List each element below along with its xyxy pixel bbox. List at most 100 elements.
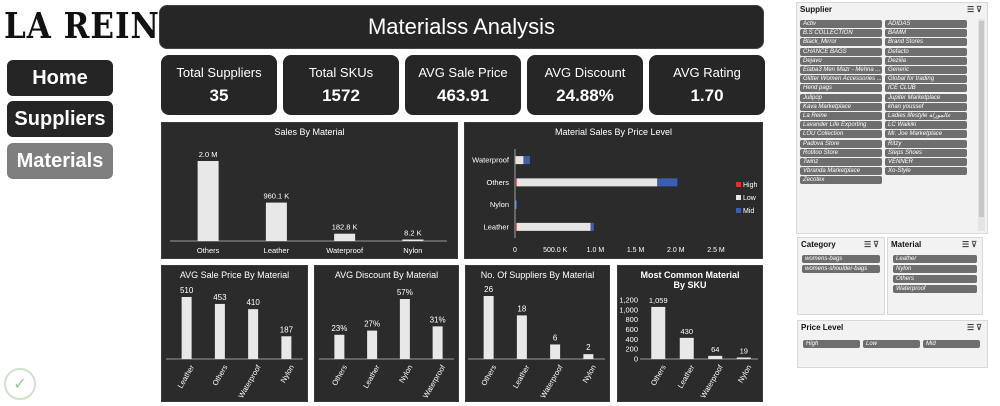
- multi-select-icon[interactable]: ☰: [961, 240, 972, 249]
- x-tick-label: Others: [479, 363, 498, 387]
- slicer-item[interactable]: Low: [863, 340, 920, 348]
- slicer-item[interactable]: Nylon: [893, 265, 977, 273]
- data-label: 453: [213, 293, 227, 302]
- legend-label: Low: [743, 195, 757, 202]
- slicer-item[interactable]: Black_Mirror: [800, 38, 882, 47]
- slicer-item[interactable]: Dejavu: [800, 56, 882, 65]
- slicer-item[interactable]: Rotitoo Store: [800, 148, 882, 157]
- x-tick-label: 1.0 M: [587, 247, 605, 254]
- bar-segment: [590, 222, 594, 231]
- chart-title: Sales By Material: [274, 127, 345, 137]
- brand-logo: LA REINE: [4, 6, 185, 48]
- slicer-item[interactable]: khan youssef: [885, 102, 967, 111]
- slicer-item[interactable]: womens-bags: [802, 255, 880, 263]
- x-tick-label: 1.5 M: [627, 247, 645, 254]
- data-label: 430: [680, 327, 693, 336]
- scrollbar-thumb[interactable]: [979, 21, 984, 217]
- slicer-item[interactable]: ADIDAS: [885, 20, 967, 28]
- slicer-item[interactable]: Dezilia: [885, 56, 967, 65]
- slicer-item[interactable]: Ladies lifestyle عالمورلة: [885, 112, 967, 120]
- slicer-item[interactable]: Steps Shoes: [885, 148, 967, 157]
- y-tick-label: 1,200: [619, 296, 638, 305]
- slicer-item[interactable]: Twinz: [800, 158, 882, 166]
- slicer-item[interactable]: Mid: [923, 340, 980, 348]
- x-tick-label: 2.5 M: [707, 247, 725, 254]
- clear-filter-icon[interactable]: ⊽: [873, 240, 881, 249]
- x-tick-label: Others: [197, 246, 220, 255]
- slicer-item[interactable]: Others: [893, 275, 977, 283]
- kpi-value: 463.91: [437, 86, 489, 105]
- bar-segment: [516, 222, 591, 231]
- multi-select-icon[interactable]: ☰: [966, 5, 977, 14]
- slicer-item[interactable]: Brand Stores: [885, 38, 967, 47]
- data-label: 2: [586, 343, 591, 352]
- slicer-item[interactable]: Mr. Joe Marketplace: [885, 130, 967, 139]
- slicer-item[interactable]: womens-shoulder-bags: [802, 265, 880, 273]
- y-tick-label: 600: [625, 325, 638, 334]
- kpi-label: AVG Sale Price: [418, 65, 508, 80]
- slicer-item[interactable]: Defacto: [885, 47, 967, 56]
- slicer-item[interactable]: Elaba3 Men Mazr - Mehna ...: [800, 66, 882, 74]
- slicer-item[interactable]: Zecotex: [800, 176, 882, 185]
- slicer-title: Price Level: [801, 323, 844, 332]
- multi-select-icon[interactable]: ☰: [863, 240, 874, 249]
- slicer-title: Supplier: [800, 5, 833, 14]
- slicer-item[interactable]: BAMM: [885, 29, 967, 38]
- slicer-item[interactable]: Vbranda Marketplace: [800, 167, 882, 176]
- slicer-item[interactable]: Hend pags: [800, 84, 882, 93]
- chart-title: AVG Sale Price By Material: [179, 270, 290, 280]
- nav-materials-button[interactable]: Materials: [7, 143, 113, 179]
- bar-segment: [516, 178, 658, 187]
- multi-select-icon[interactable]: ☰: [966, 323, 977, 332]
- slicer-category: Category ☰⊽ womens-bags womens-shoulder-b…: [797, 237, 885, 315]
- slicer-item[interactable]: High: [803, 340, 860, 348]
- chart-avg-discount: AVG Discount By Material 23% Others 27% Lea…: [314, 265, 459, 402]
- bar: [399, 299, 410, 359]
- slicer-title: Material: [891, 240, 922, 249]
- slicer-item[interactable]: CHANCE BAGS: [800, 47, 882, 56]
- x-tick-label: Waterproof: [699, 363, 726, 400]
- slicer-item[interactable]: Xo-Style: [885, 167, 967, 176]
- slicer-item[interactable]: Waterproof: [893, 285, 977, 293]
- slicer-item[interactable]: Julipop: [800, 93, 882, 102]
- slicer-item[interactable]: La Reine: [800, 112, 882, 120]
- slicer-item[interactable]: Lavander Life Exporting: [800, 121, 882, 130]
- x-tick-label: Leather: [511, 363, 532, 390]
- slicer-item[interactable]: B.S COLLECTION: [800, 29, 882, 38]
- nav-suppliers-button[interactable]: Suppliers: [7, 101, 113, 137]
- slicer-item[interactable]: Global for trading: [885, 75, 967, 84]
- y-tick-label: 1,000: [619, 305, 638, 314]
- bar: [402, 239, 424, 241]
- slicer-item[interactable]: Kava Marketplace: [800, 102, 882, 111]
- bar: [483, 296, 494, 359]
- slicer-item[interactable]: VENNER: [885, 158, 967, 166]
- data-label: 19: [740, 347, 748, 356]
- chart-sales-by-material-svg: 2.0 M Others 960.1 K Leather 182.8 K Waterpro…: [170, 150, 447, 255]
- chart-title: Most Common Material By SKU: [640, 270, 740, 290]
- bar: [736, 357, 751, 359]
- slicer-item[interactable]: ICE CLUB: [885, 84, 967, 93]
- chart-title: Material Sales By Price Level: [554, 127, 673, 137]
- bar-segment: [523, 156, 530, 165]
- slicer-item[interactable]: Glitter Women Accessories ...: [800, 75, 882, 84]
- slicer-item[interactable]: Leather: [893, 255, 977, 263]
- slicer-item[interactable]: Activ: [800, 20, 882, 28]
- kpi-avg-sale-price: AVG Sale Price 463.91: [405, 55, 521, 115]
- data-label: 64: [711, 345, 719, 354]
- slicer-item[interactable]: LC Waikiki: [885, 121, 967, 130]
- nav-home-button[interactable]: Home: [7, 60, 113, 96]
- x-tick-label: 0: [513, 247, 517, 254]
- bar: [651, 306, 666, 359]
- legend-swatch: [736, 195, 741, 200]
- slicer-item[interactable]: Generic: [885, 66, 967, 74]
- clear-filter-icon[interactable]: ⊽: [971, 240, 979, 249]
- slicer-item[interactable]: Ritzy: [885, 139, 967, 148]
- scrollbar[interactable]: [978, 19, 985, 231]
- clear-filter-icon[interactable]: ⊽: [976, 323, 984, 332]
- legend-swatch: [736, 182, 741, 187]
- clear-filter-icon[interactable]: ⊽: [976, 5, 984, 14]
- page-title: Materialss Analysis: [159, 5, 764, 49]
- slicer-item[interactable]: Padova Store: [800, 139, 882, 148]
- slicer-item[interactable]: LOU Collection: [800, 130, 882, 139]
- slicer-item[interactable]: Jupiter Marketplace: [885, 93, 967, 102]
